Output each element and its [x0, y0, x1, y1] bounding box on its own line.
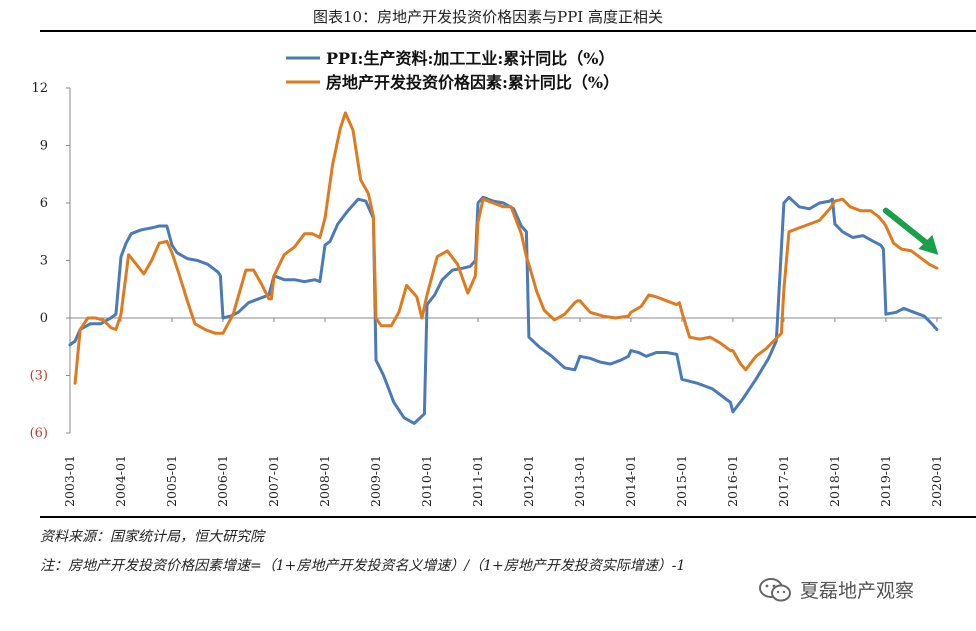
y-tick-label: 12	[31, 81, 48, 96]
y-tick-label: 9	[40, 139, 48, 154]
y-tick-label: 6	[40, 196, 48, 211]
chart-series	[68, 111, 939, 425]
x-tick-label: 2005-01	[164, 455, 179, 507]
watermark-text: 夏磊地产观察	[800, 580, 915, 602]
formula-note: 注：房地产开发投资价格因素增速=（1+房地产开发投资名义增速）/（1+房地产开发…	[40, 558, 686, 574]
figure-title: 图表10：房地产开发投资价格因素与PPI 高度正相关	[313, 8, 663, 26]
trend-arrow-head	[918, 234, 939, 255]
x-tick-label: 2011-01	[470, 455, 485, 507]
y-tick-label: (6)	[30, 426, 48, 441]
ppi-series-line	[68, 195, 939, 425]
x-tick-label: 2018-01	[827, 455, 842, 507]
x-tick-label: 2016-01	[725, 455, 740, 507]
x-tick-label: 2012-01	[521, 455, 536, 507]
legend-label: 房地产开发投资价格因素:累计同比（%）	[326, 73, 619, 92]
y-tick-label: (3)	[30, 369, 48, 384]
x-tick-label: 2006-01	[215, 455, 230, 507]
x-tick-label: 2004-01	[113, 455, 128, 507]
x-tick-label: 2009-01	[368, 455, 383, 507]
x-tick-label: 2014-01	[623, 455, 638, 507]
x-tick-label: 2017-01	[776, 455, 791, 507]
x-tick-label: 2015-01	[674, 455, 689, 507]
line-chart: 12 9 6 3 0 (3) (6) 2003-01 2004-01 2005-01 2006-01…	[30, 49, 944, 507]
x-tick-label: 2007-01	[266, 455, 281, 507]
x-tick-label: 2010-01	[419, 455, 434, 507]
chart-annotations	[882, 207, 939, 255]
x-tick-label: 2019-01	[878, 455, 893, 507]
y-tick-label: 3	[40, 254, 48, 269]
chart-axes: 12 9 6 3 0 (3) (6) 2003-01 2004-01 2005-01 2006-01…	[30, 81, 944, 507]
legend-label: PPI:生产资料:加工工业:累计同比（%）	[326, 49, 614, 68]
property-price-series-line	[73, 111, 939, 385]
trend-arrow-shaft	[882, 207, 930, 246]
source-note: 资料来源：国家统计局，恒大研究院	[40, 529, 264, 545]
x-tick-label: 2013-01	[572, 455, 587, 507]
x-tick-label: 2008-01	[317, 455, 332, 507]
chart-legend: PPI:生产资料:加工工业:累计同比（%） 房地产开发投资价格因素:累计同比（%）	[286, 49, 619, 92]
x-tick-label: 2020-01	[929, 455, 944, 507]
x-tick-label: 2003-01	[62, 455, 77, 507]
wechat-icon	[758, 577, 792, 603]
watermark: 夏磊地产观察	[758, 576, 914, 603]
y-tick-label: 0	[40, 311, 48, 326]
bottom-rule	[40, 516, 976, 518]
top-rule	[40, 30, 976, 32]
